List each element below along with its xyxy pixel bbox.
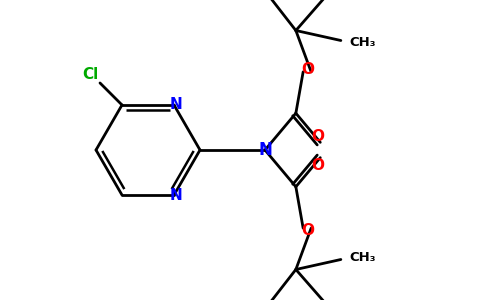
Text: N: N (169, 188, 182, 202)
Text: N: N (169, 98, 182, 112)
Text: CH₃: CH₃ (349, 251, 376, 264)
Text: O: O (302, 223, 315, 238)
Text: O: O (311, 158, 324, 173)
Text: O: O (311, 129, 324, 144)
Text: CH₃: CH₃ (349, 36, 376, 49)
Text: O: O (302, 62, 315, 77)
Text: N: N (258, 141, 272, 159)
Text: Cl: Cl (82, 68, 98, 82)
